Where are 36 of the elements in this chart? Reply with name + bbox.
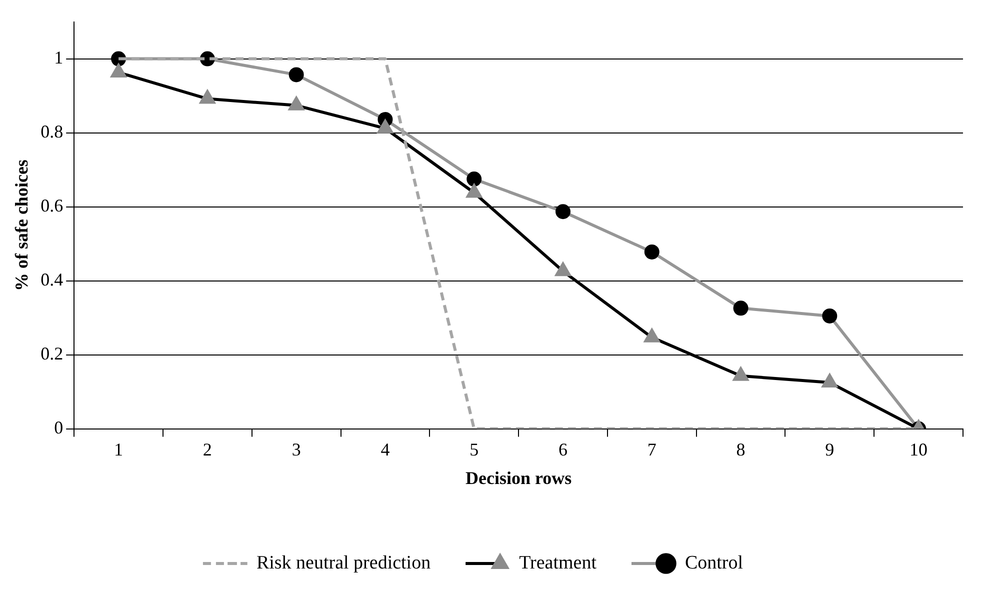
- y-axis-title: % of safe choices: [11, 160, 32, 292]
- x-tick-label: 1: [114, 439, 124, 460]
- point: [555, 262, 571, 276]
- point: [200, 90, 215, 104]
- x-tick-label: 7: [647, 439, 656, 460]
- x-tick-label: 3: [292, 439, 301, 460]
- point: [466, 184, 482, 198]
- x-tick-label: 5: [470, 439, 479, 460]
- x-tick-label: 2: [202, 439, 212, 460]
- point: [644, 244, 660, 260]
- x-axis-title: Decision rows: [465, 468, 572, 488]
- point: [733, 367, 748, 381]
- x-tick-label: 10: [910, 439, 928, 460]
- y-tick-label: 0.8: [40, 122, 64, 142]
- point: [288, 67, 304, 82]
- x-tick-label: 9: [825, 439, 834, 460]
- point: [644, 328, 660, 342]
- y-tick-label: 0: [54, 418, 64, 438]
- point: [822, 374, 838, 388]
- legend-label: Treatment: [519, 552, 598, 574]
- legend-label: Control: [684, 552, 744, 574]
- point: [378, 120, 393, 134]
- point: [555, 204, 570, 220]
- x-tick-label: 6: [558, 439, 568, 460]
- point: [110, 64, 126, 78]
- y-tick-label: 0.6: [40, 196, 64, 216]
- point: [733, 300, 748, 316]
- point: [822, 308, 838, 324]
- legend-label: Risk neutral prediction: [256, 552, 432, 574]
- point: [288, 96, 304, 110]
- y-tick-label: 0.4: [40, 270, 64, 290]
- y-tick-label: 1: [54, 48, 64, 68]
- x-tick-label: 8: [736, 439, 746, 460]
- x-tick-label: 4: [380, 439, 390, 460]
- point: [466, 172, 482, 187]
- y-tick-label: 0.2: [40, 344, 64, 364]
